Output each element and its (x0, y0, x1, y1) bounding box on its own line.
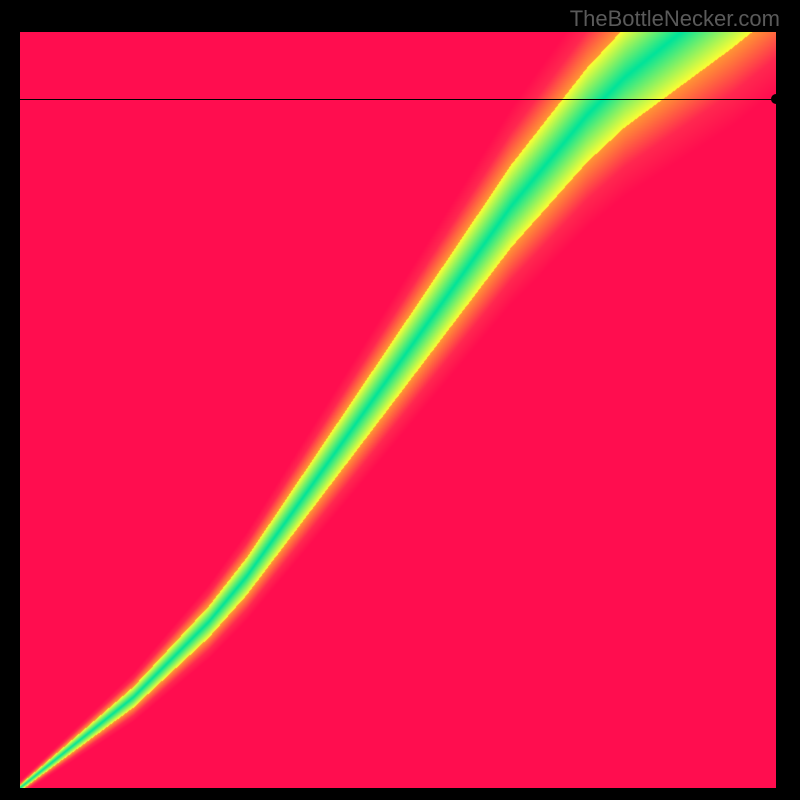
horizontal-guideline (20, 99, 776, 100)
guideline-marker-dot (771, 94, 781, 104)
chart-container (20, 32, 776, 788)
watermark-text: TheBottleNecker.com (570, 6, 780, 32)
bottleneck-heatmap-canvas (20, 32, 776, 788)
